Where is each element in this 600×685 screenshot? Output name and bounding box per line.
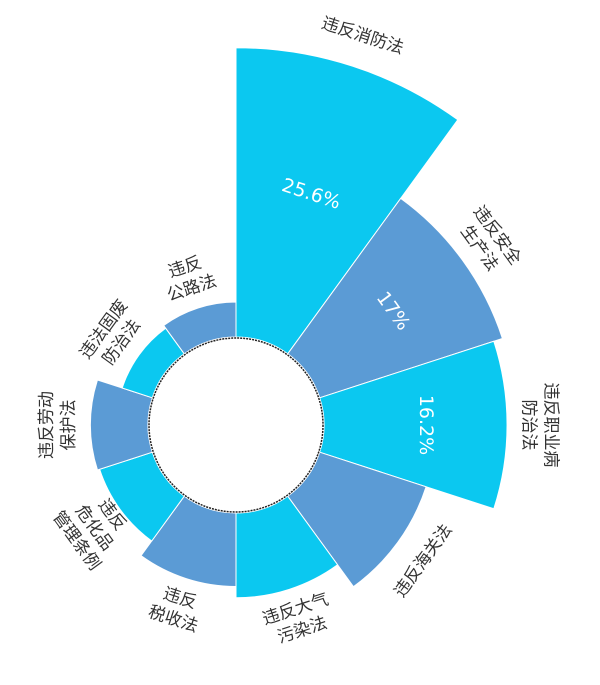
rose-sector	[319, 340, 508, 510]
rose-sector	[162, 301, 237, 355]
rose-sector	[89, 379, 153, 471]
value-label: 16.2%	[414, 394, 437, 456]
rose-sector	[287, 451, 427, 588]
category-label: 违反职业病 防治法	[518, 382, 561, 468]
rose-sector	[235, 495, 339, 599]
category-label: 违反劳动 保护法	[37, 391, 80, 459]
rose-sector	[235, 47, 459, 355]
rose-sector	[140, 495, 237, 587]
inner-hole	[148, 337, 324, 513]
rose-sector	[287, 197, 504, 399]
